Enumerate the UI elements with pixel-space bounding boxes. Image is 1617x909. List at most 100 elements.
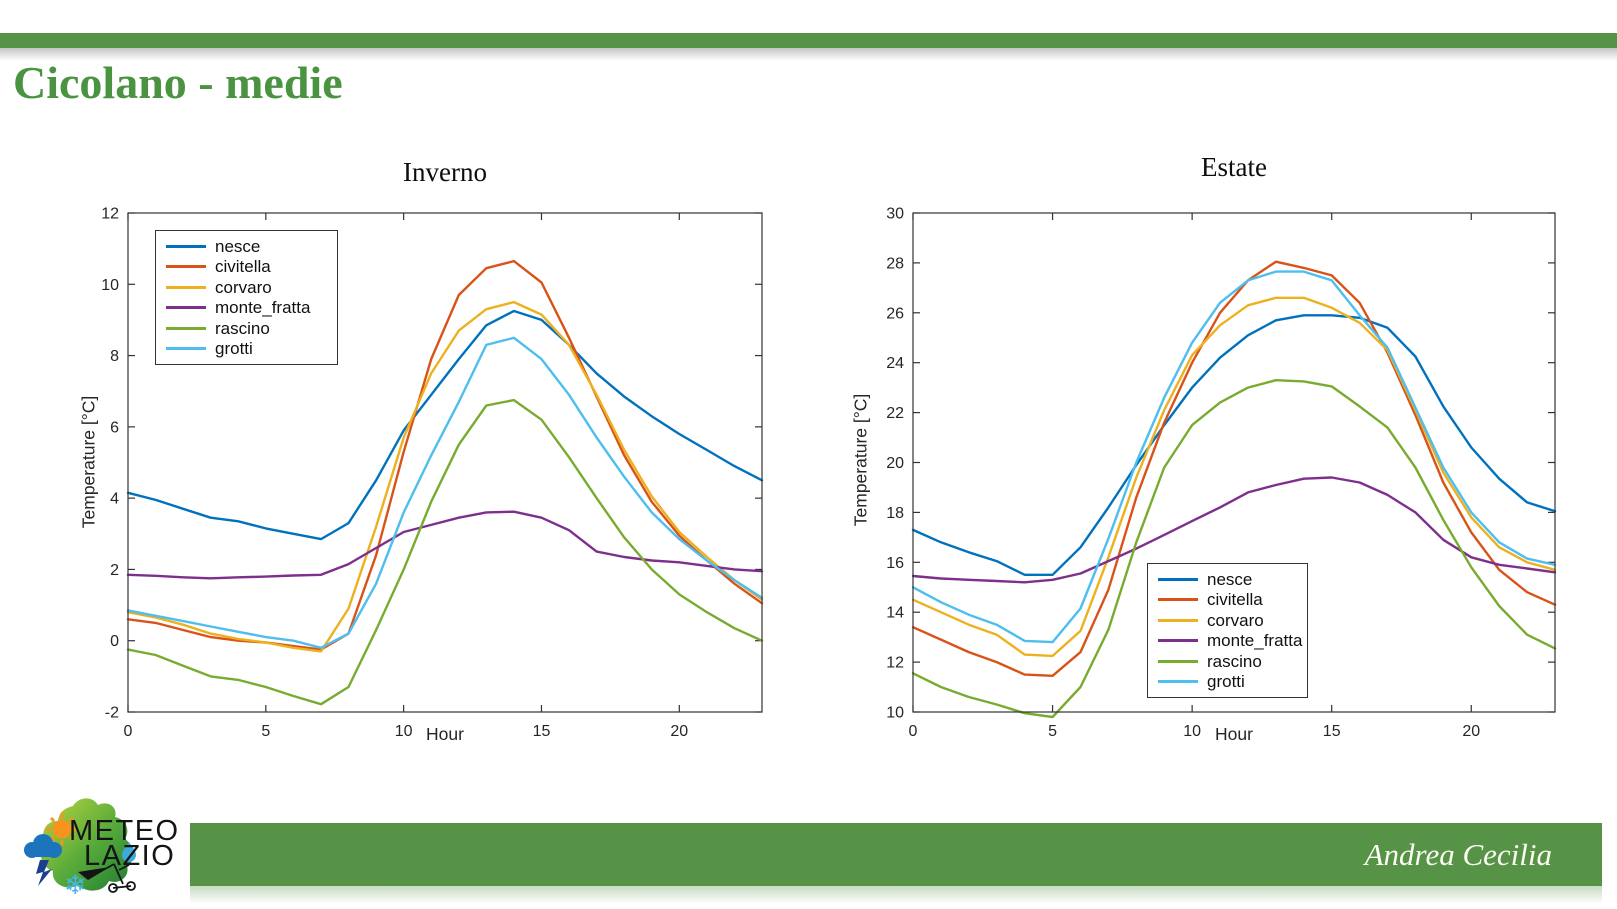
legend-item-civitella: civitella <box>156 257 337 278</box>
x-axis-label-estate: Hour <box>1215 724 1253 744</box>
legend-swatch-civitella <box>1158 598 1198 602</box>
legend-item-nesce: nesce <box>1148 569 1307 590</box>
y-tick-label: 24 <box>886 355 904 372</box>
y-tick-label: -2 <box>105 705 119 722</box>
x-tick-label: 5 <box>261 723 270 740</box>
x-tick-label: 20 <box>670 723 688 740</box>
sun-icon <box>46 813 78 845</box>
x-tick-label: 10 <box>395 723 413 740</box>
y-tick-label: 28 <box>886 255 904 272</box>
y-tick-label: 18 <box>886 505 904 522</box>
y-tick-label: 4 <box>110 491 119 508</box>
y-tick-label: 22 <box>886 405 904 422</box>
x-tick-label: 0 <box>909 723 918 740</box>
y-tick-label: 0 <box>110 633 119 650</box>
chart-title-estate: Estate <box>1201 152 1267 182</box>
cloud-icon <box>24 834 62 858</box>
footer-author: Andrea Cecilia <box>1364 836 1552 872</box>
legend-swatch-monte_fratta <box>166 306 206 310</box>
series-line-corvaro <box>911 296 1557 658</box>
y-tick-label: 12 <box>101 206 119 223</box>
y-tick-label: 6 <box>110 419 119 436</box>
snowflake-icon: ❄ <box>64 870 87 900</box>
y-tick-label: 8 <box>110 348 119 365</box>
legend-label: monte_fratta <box>215 298 311 318</box>
legend-swatch-grotti <box>166 347 206 351</box>
x-tick-label: 10 <box>1183 723 1201 740</box>
series-line-corvaro <box>126 300 764 653</box>
x-tick-label: 0 <box>124 723 133 740</box>
slide-title: Cicolano - medie <box>13 57 343 108</box>
top-accent-bar-shadow <box>0 48 1617 61</box>
legend-label: nesce <box>1207 569 1253 589</box>
legend-swatch-corvaro <box>166 285 206 289</box>
lightning-icon <box>36 860 52 886</box>
series-line-grotti <box>911 270 1557 644</box>
legend-swatch-nesce <box>166 244 206 248</box>
weather-station-icon <box>106 863 136 893</box>
x-axis-label-inverno: Hour <box>426 724 464 744</box>
legend-label: civitella <box>1207 590 1263 610</box>
legend-label: civitella <box>215 257 271 277</box>
plot-border <box>127 212 763 713</box>
legend-swatch-nesce <box>1158 577 1198 581</box>
y-tick-label: 14 <box>886 605 904 622</box>
series-line-monte_fratta <box>126 510 764 580</box>
legend-label: nesce <box>215 236 261 256</box>
x-tick-label: 5 <box>1048 723 1057 740</box>
legend-swatch-corvaro <box>1158 618 1198 622</box>
legend-label: corvaro <box>215 277 272 297</box>
legend-label: monte_fratta <box>1207 631 1303 651</box>
legend-inverno: nesce civitella corvaro monte_fratta rascino… <box>155 230 338 365</box>
legend-estate: nesce civitella corvaro monte_fratta rascino… <box>1147 563 1308 698</box>
y-axis-label-inverno: Temperature [°C] <box>78 395 99 529</box>
y-axis-label-estate: Temperature [°C] <box>850 393 871 527</box>
series-line-grotti <box>126 336 764 649</box>
series-line-nesce <box>911 314 1557 576</box>
y-tick-label: 26 <box>886 305 904 322</box>
top-accent-bar <box>0 33 1617 48</box>
y-tick-label: 30 <box>886 206 904 223</box>
legend-item-grotti: grotti <box>156 339 337 360</box>
logo-text-line2: LAZIO <box>84 840 175 872</box>
meteolazio-logo: ❄ METEO LAZIO <box>24 798 180 900</box>
legend-item-rascino: rascino <box>1148 651 1307 672</box>
legend-item-grotti: grotti <box>1148 672 1307 693</box>
legend-item-rascino: rascino <box>156 318 337 339</box>
legend-item-monte_fratta: monte_fratta <box>1148 631 1307 652</box>
chart-title-inverno: Inverno <box>403 157 487 187</box>
y-tick-label: 20 <box>886 455 904 472</box>
legend-item-monte_fratta: monte_fratta <box>156 298 337 319</box>
series-line-rascino <box>126 398 764 706</box>
x-tick-label: 15 <box>533 723 551 740</box>
legend-swatch-civitella <box>166 265 206 269</box>
footer-bar-reflection <box>190 886 1602 904</box>
y-tick-label: 16 <box>886 555 904 572</box>
series-line-civitella <box>126 259 764 651</box>
legend-item-civitella: civitella <box>1148 590 1307 611</box>
legend-label: corvaro <box>1207 610 1264 630</box>
y-tick-label: 10 <box>886 705 904 722</box>
legend-label: rascino <box>215 318 270 338</box>
legend-swatch-monte_fratta <box>1158 639 1198 643</box>
plot-border <box>912 212 1556 713</box>
legend-label: rascino <box>1207 651 1262 671</box>
y-tick-label: 2 <box>110 562 119 579</box>
series-line-civitella <box>911 260 1557 677</box>
legend-item-corvaro: corvaro <box>1148 610 1307 631</box>
bird-icon <box>78 867 110 880</box>
chart-plot-estate: 0 5 10 15 20 10 12 14 16 18 20 22 24 26 28 30 <box>886 206 1557 740</box>
y-tick-label: 12 <box>886 655 904 672</box>
y-tick-label: 10 <box>101 277 119 294</box>
footer-bar: Andrea Cecilia <box>190 823 1602 886</box>
logo-text-line1: METEO <box>69 815 180 847</box>
series-line-nesce <box>126 309 764 541</box>
legend-label: grotti <box>215 339 253 359</box>
legend-item-corvaro: corvaro <box>156 277 337 298</box>
raindrop-icon <box>122 842 136 862</box>
x-tick-label: 15 <box>1323 723 1341 740</box>
x-tick-label: 20 <box>1462 723 1480 740</box>
legend-item-nesce: nesce <box>156 236 337 257</box>
